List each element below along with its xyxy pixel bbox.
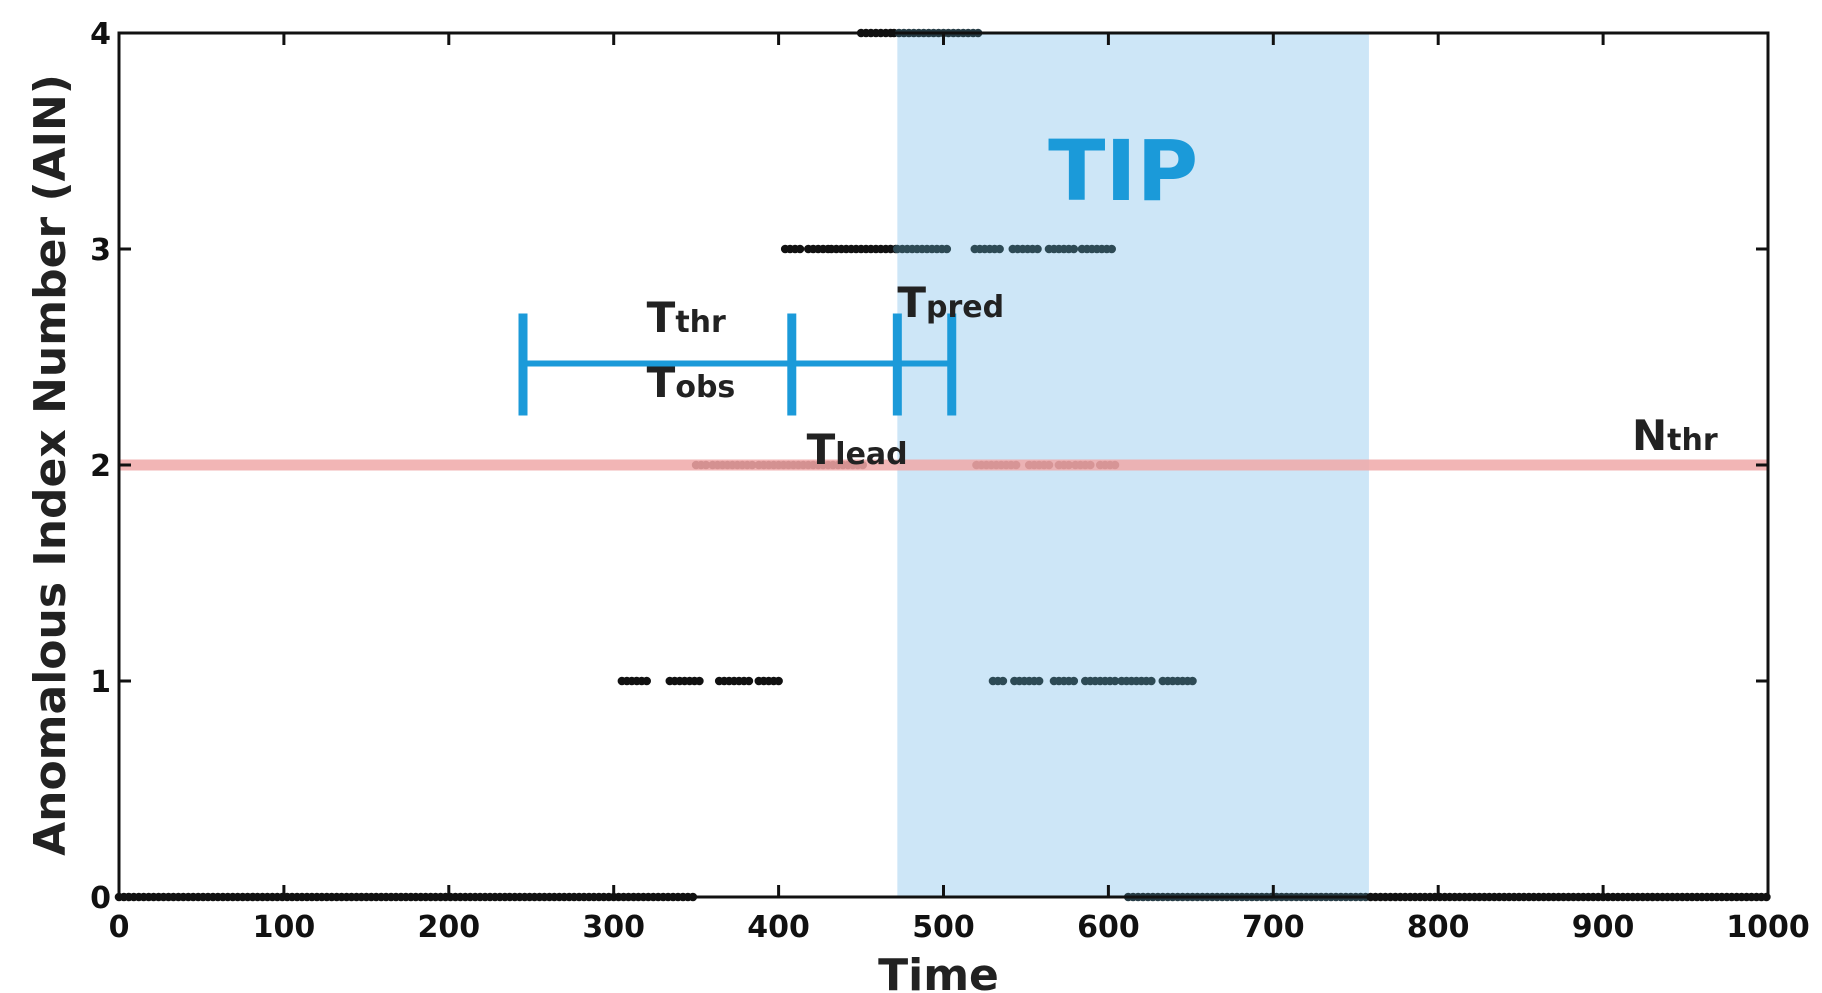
x-tick-label: 400 (747, 910, 810, 945)
x-tick-label: 0 (109, 910, 130, 945)
x-tick-label: 100 (253, 910, 316, 945)
y-tick-label: 1 (90, 665, 111, 700)
data-point (995, 244, 1004, 254)
x-tick-label: 500 (912, 910, 975, 945)
data-point (795, 244, 805, 254)
x-axis-title: Time (878, 950, 999, 993)
data-point (1034, 676, 1044, 686)
data-point (1069, 676, 1079, 686)
data-point (1110, 676, 1120, 686)
data-point (695, 676, 704, 686)
y-tick-label: 2 (90, 449, 111, 484)
x-tick-label: 300 (582, 910, 645, 945)
interval-label-thr: Tthr (647, 293, 726, 342)
data-point (744, 676, 754, 686)
data-point (1033, 244, 1042, 254)
x-tick-label: 1000 (1726, 910, 1810, 945)
data-point (942, 244, 952, 254)
x-tick-label: 600 (1077, 910, 1140, 945)
data-point (642, 676, 651, 686)
x-tick-label: 800 (1407, 910, 1470, 945)
data-point (1069, 244, 1079, 254)
data-point (1188, 676, 1197, 686)
y-tick-label: 4 (90, 17, 111, 52)
y-tick-label: 0 (90, 881, 111, 916)
x-tick-label: 900 (1572, 910, 1635, 945)
interval-label-lead: Tlead (807, 425, 908, 474)
data-point (998, 676, 1008, 686)
x-tick-label: 200 (417, 910, 480, 945)
y-tick-label: 3 (90, 233, 111, 268)
threshold-label: Nthr (1632, 411, 1718, 460)
data-point (774, 676, 783, 686)
data-point (1107, 244, 1116, 254)
y-axis-title: Anomalous Index Number (AIN) (25, 74, 76, 856)
tip-label: TIP (1048, 122, 1198, 220)
data-point (1147, 676, 1156, 686)
x-tick-label: 700 (1242, 910, 1305, 945)
